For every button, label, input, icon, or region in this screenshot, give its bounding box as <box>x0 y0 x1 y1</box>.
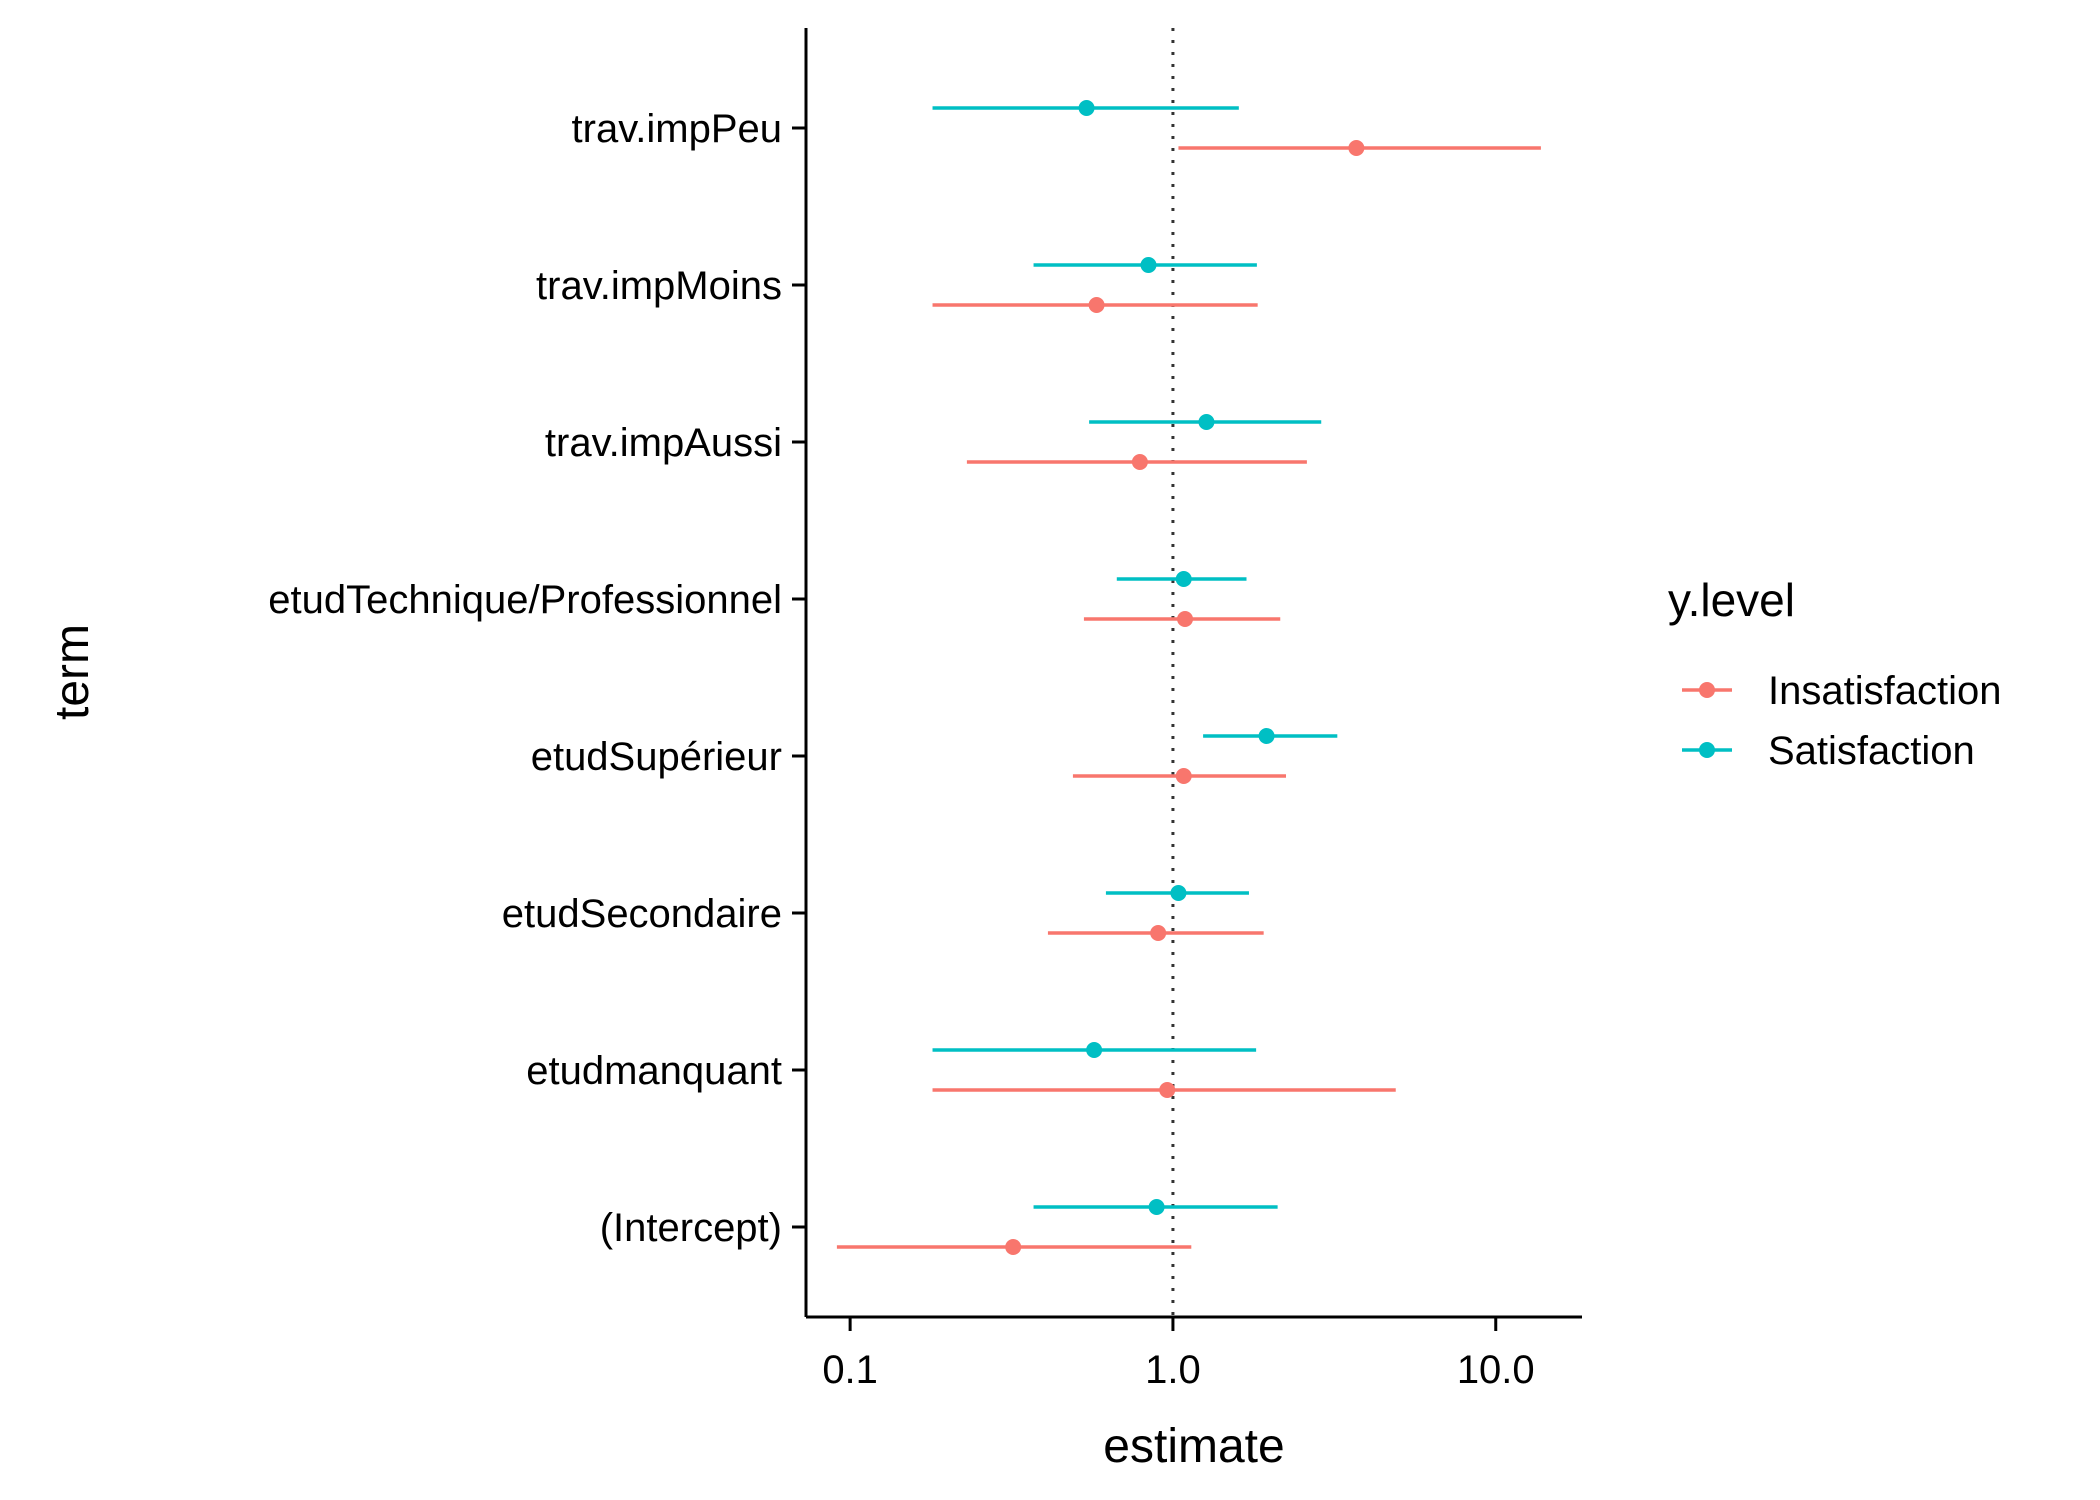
legend-title: y.level <box>1668 574 1795 626</box>
point-insatisfaction <box>1348 140 1365 156</box>
point-satisfaction <box>1198 414 1215 430</box>
axes: 0.1 1.0 10.0 (Intercept) etudmanquant etudSec… <box>268 28 1582 1392</box>
legend: y.level Insatisfaction Satisfaction <box>1668 574 2001 773</box>
point-satisfaction <box>1086 1042 1103 1058</box>
point-insatisfaction <box>1175 768 1192 784</box>
y-tick-label: etudTechnique/Professionnel <box>268 578 782 622</box>
y-tick-label: trav.impPeu <box>572 107 782 151</box>
y-tick-label: etudSupérieur <box>531 735 782 779</box>
x-axis-title: estimate <box>1103 1420 1284 1473</box>
legend-key-point <box>1699 742 1715 758</box>
y-tick-label: etudmanquant <box>526 1049 782 1093</box>
point-insatisfaction <box>1150 925 1167 941</box>
x-tick-label: 1.0 <box>1145 1348 1201 1392</box>
point-insatisfaction <box>1005 1239 1022 1255</box>
y-axis-title: term <box>46 624 99 720</box>
legend-label: Insatisfaction <box>1768 669 2001 713</box>
point-insatisfaction <box>1177 611 1194 627</box>
x-tick-label: 0.1 <box>822 1348 878 1392</box>
point-satisfaction <box>1175 571 1192 587</box>
point-satisfaction <box>1258 728 1275 744</box>
point-satisfaction <box>1148 1199 1165 1215</box>
point-satisfaction <box>1170 885 1187 901</box>
point-insatisfaction <box>1159 1082 1176 1098</box>
point-insatisfaction <box>1088 297 1105 313</box>
y-tick-label: etudSecondaire <box>502 892 782 936</box>
y-tick-label: trav.impMoins <box>536 264 782 308</box>
point-satisfaction <box>1078 100 1095 116</box>
plot-area <box>836 28 1541 1317</box>
point-satisfaction <box>1140 257 1157 273</box>
y-tick-label: (Intercept) <box>600 1206 782 1250</box>
legend-label: Satisfaction <box>1768 729 1975 773</box>
y-tick-label: trav.impAussi <box>545 421 782 465</box>
legend-key-point <box>1699 682 1715 698</box>
x-tick-label: 10.0 <box>1457 1348 1535 1392</box>
point-insatisfaction <box>1131 454 1148 470</box>
